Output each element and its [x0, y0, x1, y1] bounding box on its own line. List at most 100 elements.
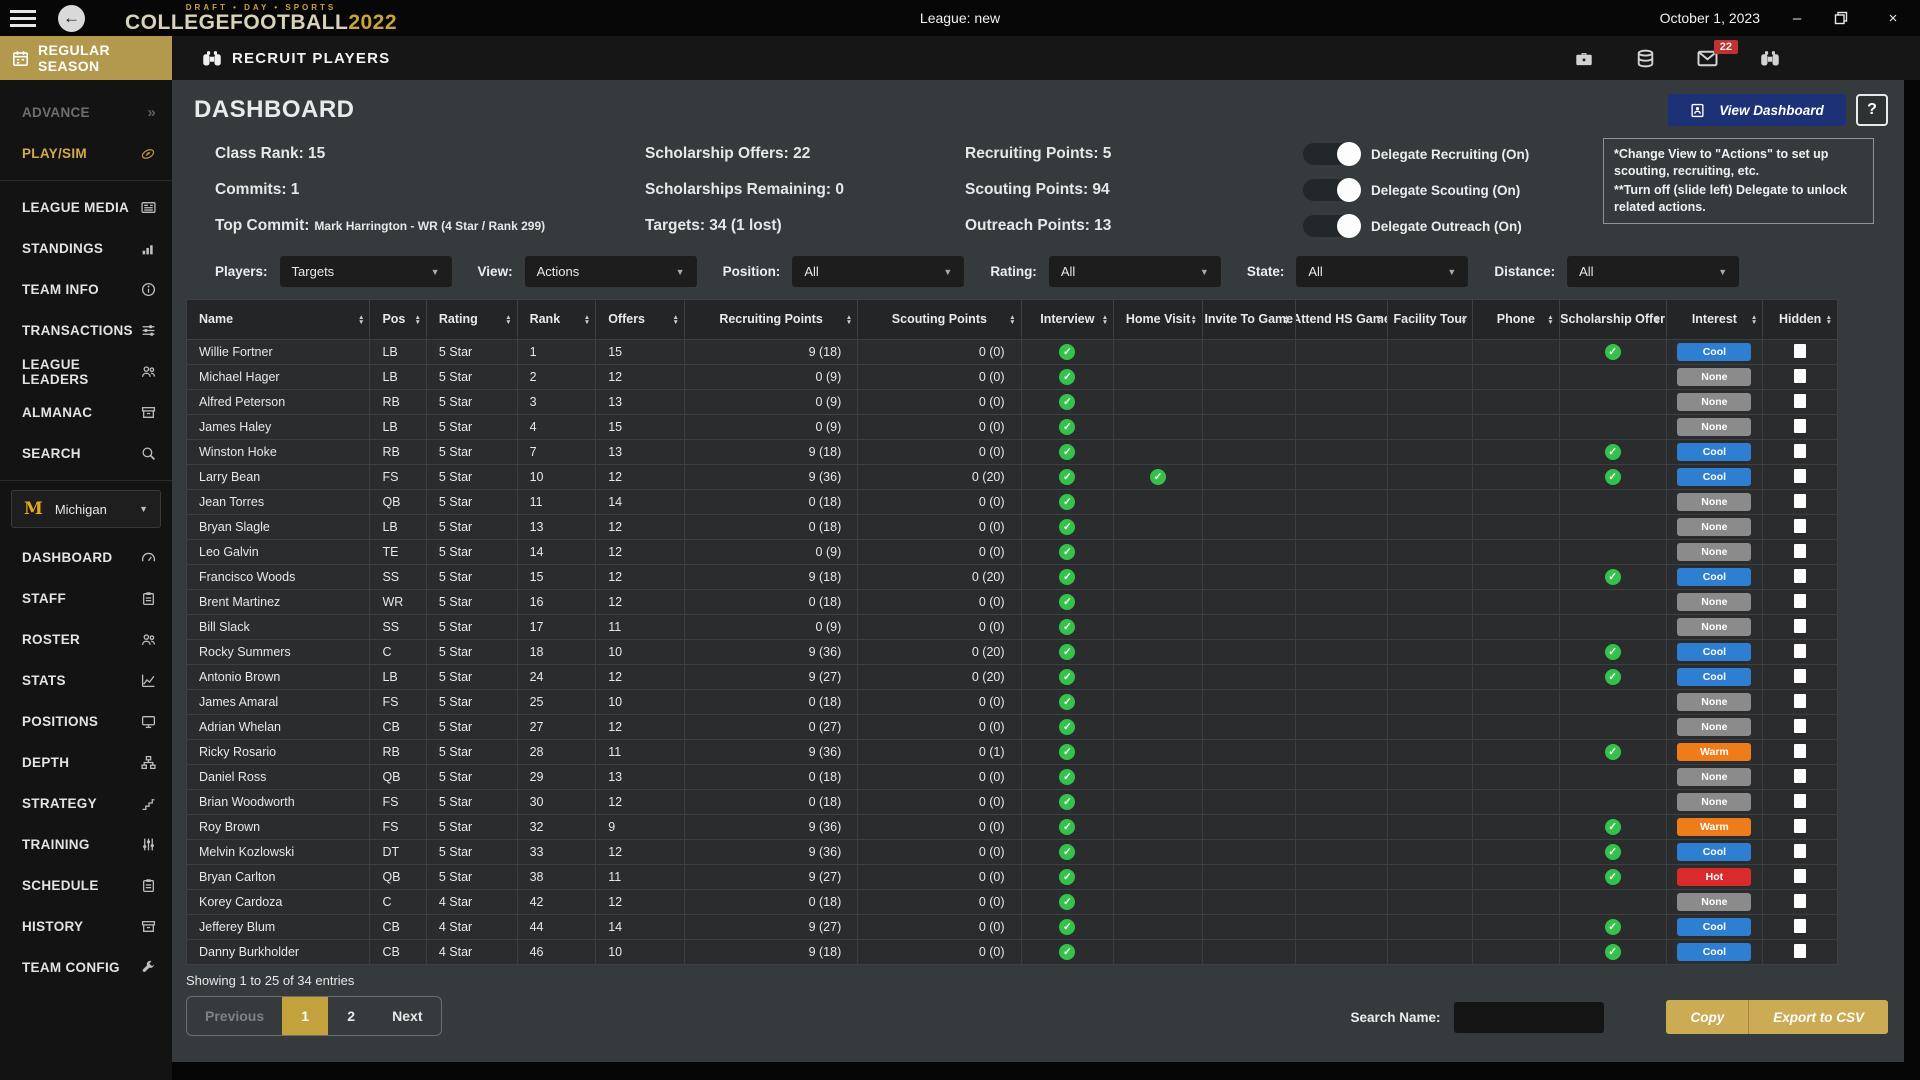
page-item-previous[interactable]: Previous [205, 1008, 265, 1024]
briefcase-icon[interactable] [1574, 49, 1594, 67]
filter-select-distance[interactable]: All ▼ [1567, 256, 1740, 287]
column-header-recruiting-points[interactable]: Recruiting Points ▲ ▼ [683, 299, 859, 340]
interest-badge[interactable]: None [1677, 693, 1752, 711]
interest-badge[interactable]: None [1677, 718, 1752, 736]
sidebar-item-depth[interactable]: DEPTH [0, 742, 172, 783]
hidden-checkbox[interactable] [1794, 518, 1807, 533]
column-header-rating[interactable]: Rating ▲ ▼ [425, 299, 518, 340]
interest-badge[interactable]: None [1677, 518, 1752, 536]
regular-season-button[interactable]: REGULAR SEASON [0, 36, 172, 80]
hidden-checkbox[interactable] [1794, 743, 1807, 758]
sidebar-item-league-media[interactable]: LEAGUE MEDIA [0, 187, 172, 228]
page-item-1[interactable]: 1 [282, 997, 329, 1035]
interest-badge[interactable]: Warm [1677, 818, 1752, 836]
sidebar-item-standings[interactable]: STANDINGS [0, 228, 172, 269]
table-row[interactable]: Jean Torres QB 5 Star 11 14 0 (18) 0 (0) ✓ None [185, 489, 1838, 515]
sidebar-item-transactions[interactable]: TRANSACTIONS [0, 310, 172, 351]
sidebar-item-roster[interactable]: ROSTER [0, 619, 172, 660]
column-header-scholarship-offer[interactable]: Scholarship Offer ▲ ▼ [1558, 299, 1667, 340]
hidden-checkbox[interactable] [1794, 768, 1807, 783]
hidden-checkbox[interactable] [1794, 868, 1807, 883]
column-header-hidden[interactable]: Hidden ▲ ▼ [1762, 299, 1838, 340]
interest-badge[interactable]: None [1677, 618, 1752, 636]
table-row[interactable]: Antonio Brown LB 5 Star 24 12 9 (27) 0 (20) ✓ ✓ C… [185, 664, 1838, 690]
hidden-checkbox[interactable] [1794, 618, 1807, 633]
sidebar-item-league-leaders[interactable]: LEAGUE LEADERS [0, 351, 172, 392]
interest-badge[interactable]: None [1677, 418, 1752, 436]
interest-badge[interactable]: Cool [1677, 668, 1752, 686]
sidebar-item-staff[interactable]: STAFF [0, 578, 172, 619]
column-header-rank[interactable]: Rank ▲ ▼ [516, 299, 597, 340]
table-row[interactable]: Ricky Rosario RB 5 Star 28 11 9 (36) 0 (1) ✓ ✓ Wa… [185, 739, 1838, 765]
interest-badge[interactable]: None [1677, 368, 1752, 386]
hidden-checkbox[interactable] [1794, 393, 1807, 408]
sidebar-item-history[interactable]: HISTORY [0, 906, 172, 947]
close-button[interactable]: × [1888, 9, 1898, 27]
hidden-checkbox[interactable] [1794, 843, 1807, 858]
column-header-name[interactable]: Name ▲ ▼ [185, 299, 371, 340]
table-row[interactable]: Jefferey Blum CB 4 Star 44 14 9 (27) 0 (0) ✓ ✓ Co… [185, 914, 1838, 940]
table-row[interactable]: Melvin Kozlowski DT 5 Star 33 12 9 (36) 0 (0) ✓… [185, 839, 1838, 865]
column-header-scouting-points[interactable]: Scouting Points ▲ ▼ [857, 299, 1022, 340]
interest-badge[interactable]: None [1677, 768, 1752, 786]
sidebar-item-positions[interactable]: POSITIONS [0, 701, 172, 742]
hidden-checkbox[interactable] [1794, 818, 1807, 833]
database-icon[interactable] [1636, 49, 1655, 68]
column-header-home-visit[interactable]: Home Visit ▲ ▼ [1113, 299, 1203, 340]
table-row[interactable]: Rocky Summers C 5 Star 18 10 9 (36) 0 (20) ✓ ✓ Co… [185, 639, 1838, 665]
team-select-dropdown[interactable]: M Michigan ▼ [11, 490, 161, 528]
interest-badge[interactable]: None [1677, 393, 1752, 411]
column-header-interest[interactable]: Interest ▲ ▼ [1665, 299, 1764, 340]
minimize-button[interactable]: – [1792, 9, 1802, 27]
hidden-checkbox[interactable] [1794, 593, 1807, 608]
sidebar-item-training[interactable]: TRAINING [0, 824, 172, 865]
table-row[interactable]: Roy Brown FS 5 Star 32 9 9 (36) 0 (0) ✓ ✓ Warm [185, 814, 1838, 840]
table-row[interactable]: Danny Burkholder CB 4 Star 46 10 9 (18) 0 (0) ✓… [185, 939, 1838, 965]
table-row[interactable]: Alfred Peterson RB 5 Star 3 13 0 (9) 0 (0) ✓ Non… [185, 389, 1838, 415]
export-csv-button[interactable]: Export to CSV [1748, 1000, 1888, 1034]
column-header-invite-to-game[interactable]: Invite To Game ▲ ▼ [1201, 299, 1296, 340]
table-row[interactable]: Michael Hager LB 5 Star 2 12 0 (9) 0 (0) ✓ None [185, 364, 1838, 390]
recruiting-binoculars-icon[interactable] [1760, 49, 1780, 67]
filter-select-view[interactable]: Actions ▼ [524, 256, 697, 287]
page-item-2[interactable]: 2 [347, 1008, 356, 1024]
hidden-checkbox[interactable] [1794, 918, 1807, 933]
sidebar-item-play-sim[interactable]: PLAY/SIM [0, 133, 172, 174]
table-row[interactable]: Brian Woodworth FS 5 Star 30 12 0 (18) 0 (0) ✓ N… [185, 789, 1838, 815]
column-header-interview[interactable]: Interview ▲ ▼ [1020, 299, 1115, 340]
hidden-checkbox[interactable] [1794, 643, 1807, 658]
sidebar-item-team-config[interactable]: TEAM CONFIG [0, 947, 172, 988]
sidebar-item-strategy[interactable]: STRATEGY [0, 783, 172, 824]
interest-badge[interactable]: Hot [1677, 868, 1752, 886]
interest-badge[interactable]: None [1677, 893, 1752, 911]
filter-select-position[interactable]: All ▼ [792, 256, 965, 287]
interest-badge[interactable]: Cool [1677, 443, 1752, 461]
table-row[interactable]: Larry Bean FS 5 Star 10 12 9 (36) 0 (20) ✓ ✓ ✓ Coo… [185, 464, 1838, 490]
help-button[interactable]: ? [1856, 94, 1888, 126]
hidden-checkbox[interactable] [1794, 668, 1807, 683]
filter-select-state[interactable]: All ▼ [1296, 256, 1469, 287]
interest-badge[interactable]: None [1677, 543, 1752, 561]
hidden-checkbox[interactable] [1794, 493, 1807, 508]
sidebar-item-schedule[interactable]: SCHEDULE [0, 865, 172, 906]
back-button[interactable]: ← [58, 4, 85, 32]
hidden-checkbox[interactable] [1794, 568, 1807, 583]
interest-badge[interactable]: Cool [1677, 943, 1752, 961]
column-header-pos[interactable]: Pos ▲ ▼ [369, 299, 427, 340]
filter-select-rating[interactable]: All ▼ [1048, 256, 1221, 287]
sidebar-item-advance[interactable]: ADVANCE » [0, 92, 172, 133]
interest-badge[interactable]: Cool [1677, 468, 1752, 486]
interest-badge[interactable]: Cool [1677, 643, 1752, 661]
restore-button[interactable] [1834, 11, 1856, 25]
table-row[interactable]: Daniel Ross QB 5 Star 29 13 0 (18) 0 (0) ✓ None [185, 764, 1838, 790]
table-row[interactable]: Leo Galvin TE 5 Star 14 12 0 (9) 0 (0) ✓ None [185, 539, 1838, 565]
hidden-checkbox[interactable] [1794, 893, 1807, 908]
hidden-checkbox[interactable] [1794, 418, 1807, 433]
table-row[interactable]: James Amaral FS 5 Star 25 10 0 (18) 0 (0) ✓ None [185, 689, 1838, 715]
interest-badge[interactable]: Cool [1677, 568, 1752, 586]
column-header-facility-tour[interactable]: Facility Tour ▲ ▼ [1387, 299, 1474, 340]
column-header-attend-hs-game[interactable]: Attend HS Game ▲ ▼ [1294, 299, 1389, 340]
copy-button[interactable]: Copy [1666, 1000, 1749, 1034]
page-item-next[interactable]: Next [392, 1008, 423, 1024]
hidden-checkbox[interactable] [1794, 793, 1807, 808]
